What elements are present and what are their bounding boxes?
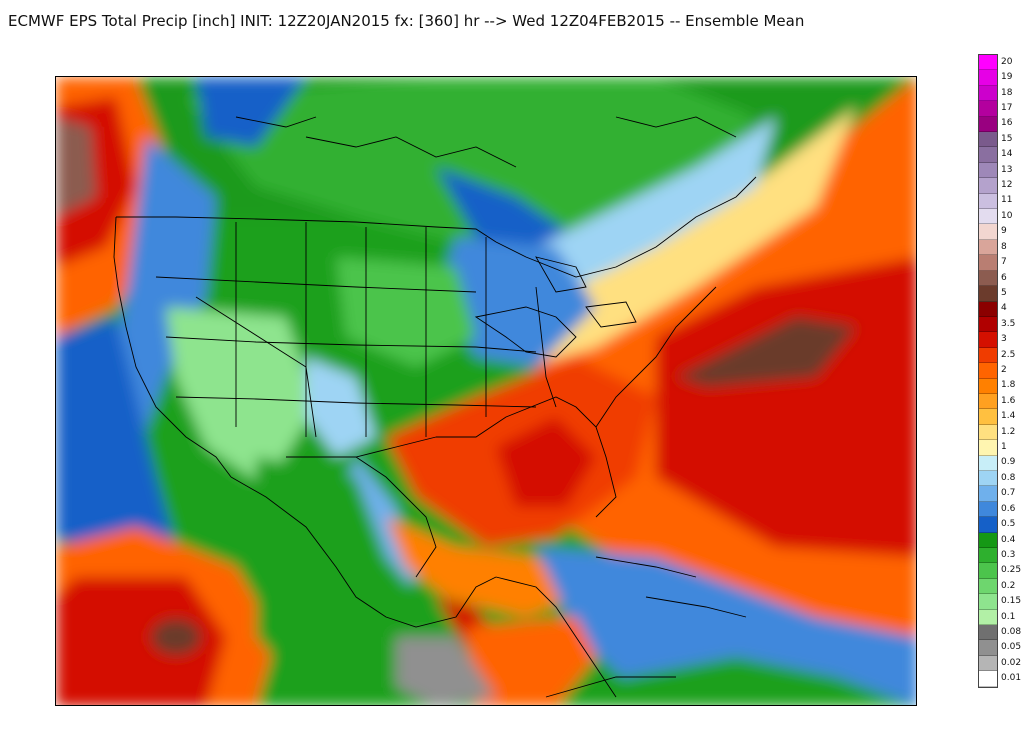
legend-label: 11 bbox=[1001, 195, 1013, 206]
legend-swatch bbox=[979, 132, 997, 148]
legend-swatch bbox=[979, 378, 997, 394]
legend-swatch bbox=[979, 440, 997, 456]
legend-swatch bbox=[979, 101, 997, 117]
legend-label: 3 bbox=[1001, 334, 1007, 345]
legend-label: 0.6 bbox=[1001, 503, 1016, 514]
map-boundaries bbox=[113, 116, 757, 698]
legend-label: 19 bbox=[1001, 72, 1013, 83]
legend-swatch bbox=[979, 286, 997, 302]
legend-swatch bbox=[979, 316, 997, 333]
legend-swatch bbox=[979, 116, 997, 133]
legend-swatch bbox=[979, 363, 997, 379]
legend-swatch bbox=[979, 655, 997, 672]
legend-swatch bbox=[979, 255, 997, 271]
legend-swatch bbox=[979, 209, 997, 225]
legend-swatch bbox=[979, 239, 997, 256]
legend-label: 0.7 bbox=[1001, 488, 1016, 499]
legend-swatch bbox=[979, 501, 997, 518]
legend-swatch bbox=[979, 347, 997, 364]
legend-swatch bbox=[979, 548, 997, 564]
legend-swatch bbox=[979, 224, 997, 240]
legend-label: 16 bbox=[1001, 118, 1013, 129]
legend-label: 10 bbox=[1001, 210, 1013, 221]
legend-label: 0.2 bbox=[1001, 580, 1016, 591]
legend-swatch bbox=[979, 332, 997, 348]
legend-label: 17 bbox=[1001, 102, 1013, 113]
legend-label: 1.2 bbox=[1001, 426, 1016, 437]
legend-label: 3.5 bbox=[1001, 318, 1016, 329]
legend-label: 2.5 bbox=[1001, 349, 1016, 360]
legend-swatch bbox=[979, 393, 997, 410]
legend-swatch bbox=[979, 455, 997, 471]
legend-label: 6 bbox=[1001, 272, 1007, 283]
legend-label: 0.5 bbox=[1001, 519, 1016, 530]
legend-swatch bbox=[979, 85, 997, 102]
legend-swatch bbox=[979, 193, 997, 210]
legend-swatch bbox=[979, 578, 997, 595]
legend-label: 0.1 bbox=[1001, 611, 1016, 622]
legend-swatch bbox=[979, 147, 997, 163]
legend-label: 0.02 bbox=[1001, 657, 1022, 668]
legend-swatch bbox=[979, 178, 997, 194]
legend-swatch bbox=[979, 640, 997, 656]
legend-label: 14 bbox=[1001, 149, 1013, 160]
legend-swatch bbox=[979, 270, 997, 287]
legend-label: 20 bbox=[1001, 56, 1013, 67]
legend-label: 7 bbox=[1001, 257, 1007, 268]
legend-label: 0.01 bbox=[1001, 673, 1022, 684]
legend-swatch bbox=[979, 671, 997, 687]
legend-label: 1.6 bbox=[1001, 395, 1016, 406]
legend-label: 8 bbox=[1001, 241, 1007, 252]
legend-swatch bbox=[979, 55, 997, 71]
legend-label: 1.8 bbox=[1001, 380, 1016, 391]
legend-label: 2 bbox=[1001, 365, 1007, 375]
legend-swatch bbox=[979, 424, 997, 441]
legend-swatch bbox=[979, 609, 997, 626]
legend-label: 0.08 bbox=[1001, 627, 1022, 638]
legend-label: 0.25 bbox=[1001, 565, 1022, 576]
legend-swatch bbox=[979, 162, 997, 179]
legend-swatch bbox=[979, 517, 997, 533]
legend-label: 1.4 bbox=[1001, 411, 1016, 422]
legend-label: 5 bbox=[1001, 287, 1007, 298]
map-title: ECMWF EPS Total Precip [inch] INIT: 12Z2… bbox=[8, 12, 805, 30]
legend-label: 9 bbox=[1001, 226, 1007, 237]
legend-label: 0.15 bbox=[1001, 596, 1022, 607]
color-scale-bar bbox=[978, 54, 998, 688]
legend-label: 0.3 bbox=[1001, 549, 1016, 560]
legend-swatch bbox=[979, 409, 997, 425]
legend-swatch bbox=[979, 486, 997, 502]
legend-label: 0.8 bbox=[1001, 472, 1016, 483]
legend-swatch bbox=[979, 301, 997, 317]
legend-swatch bbox=[979, 70, 997, 86]
legend-label: 0.4 bbox=[1001, 534, 1016, 545]
precip-field bbox=[56, 77, 916, 705]
legend-swatch bbox=[979, 470, 997, 487]
legend-label: 15 bbox=[1001, 133, 1013, 144]
legend-label: 4 bbox=[1001, 303, 1007, 314]
legend-label: 0.05 bbox=[1001, 642, 1022, 653]
legend-swatch bbox=[979, 625, 997, 641]
precipitation-map[interactable] bbox=[55, 76, 917, 706]
legend-swatch bbox=[979, 563, 997, 579]
legend-swatch bbox=[979, 594, 997, 610]
legend-swatch bbox=[979, 532, 997, 548]
legend-label: 0.9 bbox=[1001, 457, 1016, 468]
legend-label: 12 bbox=[1001, 180, 1013, 191]
legend-label: 18 bbox=[1001, 87, 1013, 98]
legend-label: 13 bbox=[1001, 164, 1013, 175]
legend-label: 1 bbox=[1001, 442, 1007, 453]
